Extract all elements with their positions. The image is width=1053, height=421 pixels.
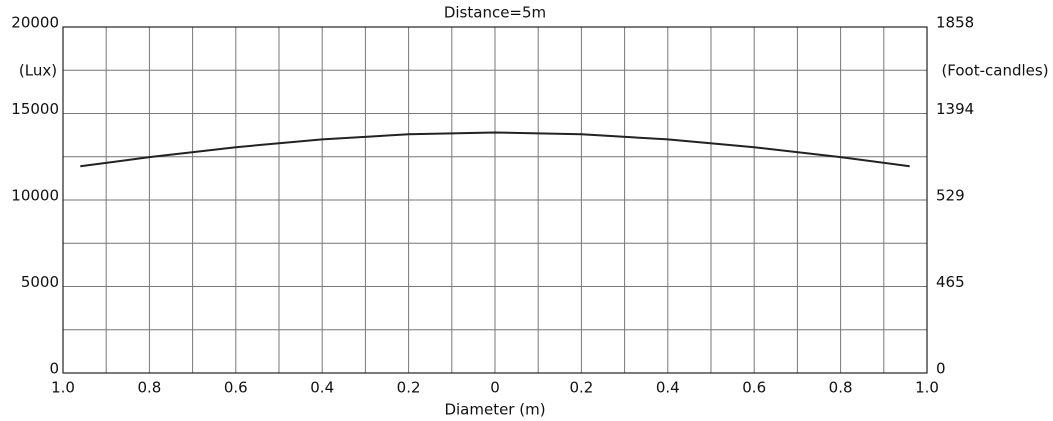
x-axis-label: Diameter (m)	[444, 401, 545, 419]
plot-frame	[62, 26, 928, 374]
data-line	[80, 131, 910, 168]
x-tick-label: 0.4	[310, 379, 334, 397]
x-tick-label: 0.6	[224, 379, 248, 397]
chart-title: Distance=5m	[444, 4, 546, 22]
y-tick-label: 0	[49, 360, 59, 378]
y2-tick-label: 529	[936, 187, 965, 205]
y-tick-label: 20000	[11, 14, 59, 32]
x-tick-label: 0.4	[656, 379, 680, 397]
x-tick-label: 0.2	[397, 379, 421, 397]
y-tick-label: 10000	[11, 187, 59, 205]
x-tick-label: 0	[490, 379, 500, 397]
x-tick-label: 1.0	[915, 379, 939, 397]
y2-tick-label: 0	[936, 360, 946, 378]
y2-tick-label: 1394	[936, 100, 974, 118]
x-tick-label: 0.6	[742, 379, 766, 397]
y-tick-label: 15000	[11, 100, 59, 118]
y2-axis-label: (Foot-candles)	[941, 62, 1048, 80]
y-axis-label: (Lux)	[19, 62, 57, 80]
x-tick-label: 0.8	[137, 379, 161, 397]
y-tick-label: 5000	[21, 273, 59, 291]
y2-tick-label: 1858	[936, 14, 974, 32]
y2-tick-label: 465	[936, 273, 965, 291]
x-tick-label: 1.0	[51, 379, 75, 397]
x-tick-label: 0.2	[569, 379, 593, 397]
x-tick-label: 0.8	[829, 379, 853, 397]
